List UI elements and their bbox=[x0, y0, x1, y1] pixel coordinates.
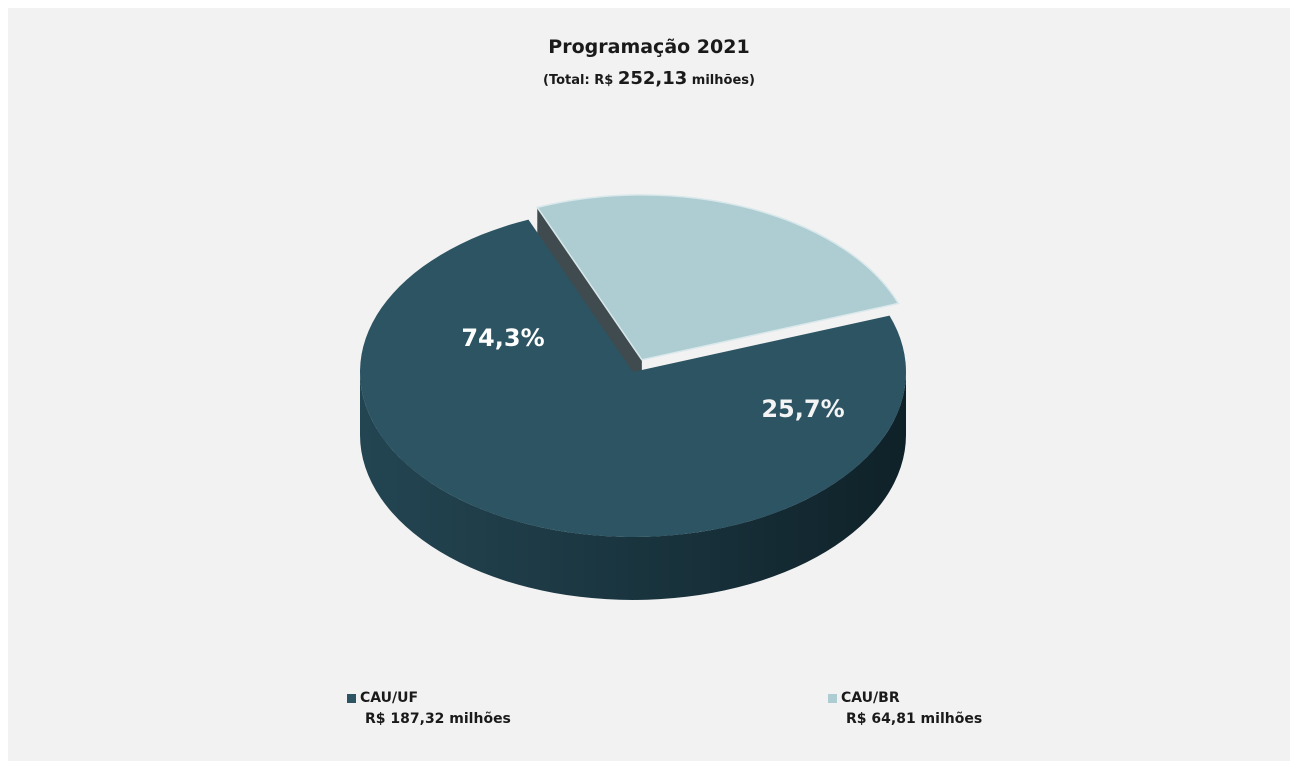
legend-value-cau-uf: R$ 187,32 milhões bbox=[365, 711, 511, 727]
subtitle-prefix: (Total: R$ bbox=[543, 73, 618, 88]
subtitle-suffix: milhões) bbox=[687, 73, 755, 88]
chart-subtitle: (Total: R$ 252,13 milhões) bbox=[0, 68, 1298, 89]
legend-swatch-cau-uf bbox=[347, 693, 356, 703]
slice-labels: 74,3% 25,7% bbox=[461, 324, 844, 423]
legend-item-cau-br: CAU/BR R$ 64,81 milhões bbox=[828, 690, 982, 727]
legend-swatch-cau-br bbox=[828, 693, 837, 703]
legend-item-cau-uf: CAU/UF R$ 187,32 milhões bbox=[347, 690, 511, 727]
legend-value-cau-br: R$ 64,81 milhões bbox=[846, 711, 983, 727]
legend-label-cau-uf: CAU/UF bbox=[360, 690, 419, 706]
slice-cau-uf bbox=[359, 219, 906, 538]
slice-label-cau-br: 25,7% bbox=[761, 395, 844, 423]
slice-label-cau-uf: 74,3% bbox=[461, 324, 544, 352]
slice-cau-br bbox=[536, 194, 900, 361]
chart-title: Programação 2021 bbox=[548, 36, 750, 58]
pie-slices bbox=[359, 194, 906, 600]
slice-side-0 bbox=[360, 372, 906, 600]
legend-label-cau-br: CAU/BR bbox=[841, 690, 900, 706]
subtitle-total-value: 252,13 bbox=[617, 68, 688, 89]
